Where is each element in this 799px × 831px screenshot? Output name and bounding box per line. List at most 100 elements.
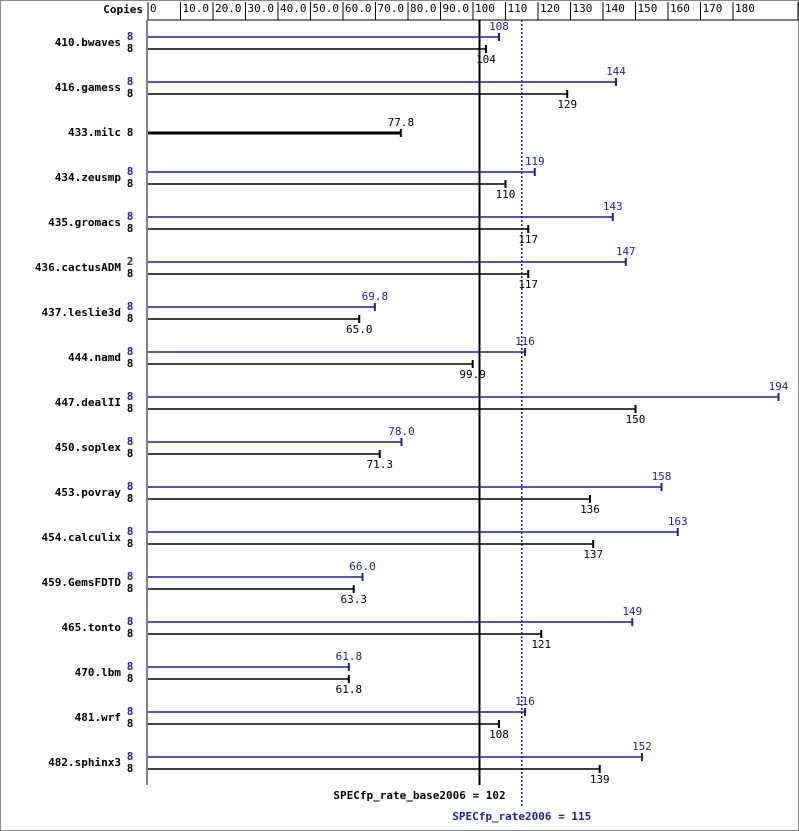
reference-label: SPECfp_rate_base2006 = 102 bbox=[333, 789, 505, 802]
peak-value-label: 149 bbox=[622, 605, 642, 618]
benchmark-label: 459.GemsFDTD bbox=[42, 576, 122, 589]
copies-label: 8 bbox=[127, 210, 134, 223]
copies-label: 8 bbox=[127, 750, 134, 763]
peak-value-label: 194 bbox=[769, 380, 789, 393]
x-tick-label: 20.0 bbox=[215, 2, 242, 15]
copies-label: 8 bbox=[127, 87, 134, 100]
peak-value-label: 144 bbox=[606, 65, 626, 78]
base-value-label: 104 bbox=[476, 53, 496, 66]
peak-value-label: 108 bbox=[489, 20, 509, 33]
peak-value-label: 143 bbox=[603, 200, 623, 213]
benchmark-label: 444.namd bbox=[68, 351, 121, 364]
peak-value-label: 66.0 bbox=[349, 560, 376, 573]
reference-label: SPECfp_rate2006 = 115 bbox=[452, 810, 591, 823]
copies-label: 8 bbox=[127, 435, 134, 448]
x-tick-label: 140 bbox=[605, 2, 625, 15]
base-value-label: 63.3 bbox=[340, 593, 367, 606]
x-tick-label: 150 bbox=[638, 2, 658, 15]
benchmark-label: 435.gromacs bbox=[48, 216, 121, 229]
peak-value-label: 69.8 bbox=[362, 290, 389, 303]
benchmark-label: 410.bwaves bbox=[55, 36, 121, 49]
base-value-label: 136 bbox=[580, 503, 600, 516]
x-tick-label: 50.0 bbox=[313, 2, 340, 15]
peak-value-label: 116 bbox=[515, 695, 535, 708]
x-tick-label: 40.0 bbox=[280, 2, 307, 15]
copies-label: 8 bbox=[127, 300, 134, 313]
copies-label: 8 bbox=[127, 480, 134, 493]
x-tick-label: 30.0 bbox=[248, 2, 275, 15]
peak-value-label: 158 bbox=[652, 470, 672, 483]
base-value-label: 77.8 bbox=[388, 116, 415, 129]
base-value-label: 117 bbox=[518, 233, 538, 246]
peak-value-label: 61.8 bbox=[336, 650, 363, 663]
x-tick-label: 70.0 bbox=[378, 2, 405, 15]
x-tick-label: 130 bbox=[573, 2, 593, 15]
peak-value-label: 152 bbox=[632, 740, 652, 753]
copies-label: 8 bbox=[127, 222, 134, 235]
x-tick-label: 110 bbox=[508, 2, 528, 15]
x-tick-label: 90.0 bbox=[443, 2, 470, 15]
copies-label: 8 bbox=[127, 75, 134, 88]
benchmark-label: 437.leslie3d bbox=[42, 306, 121, 319]
copies-label: 8 bbox=[127, 705, 134, 718]
base-value-label: 129 bbox=[557, 98, 577, 111]
copies-label: 8 bbox=[127, 627, 134, 640]
peak-value-label: 116 bbox=[515, 335, 535, 348]
copies-label: 8 bbox=[127, 672, 134, 685]
x-tick-label: 160 bbox=[670, 2, 690, 15]
base-value-label: 150 bbox=[626, 413, 646, 426]
x-tick-label: 10.0 bbox=[183, 2, 210, 15]
benchmark-label: 482.sphinx3 bbox=[48, 756, 121, 769]
x-tick-label: 170 bbox=[703, 2, 723, 15]
copies-label: 8 bbox=[127, 717, 134, 730]
copies-label: 8 bbox=[127, 615, 134, 628]
peak-value-label: 163 bbox=[668, 515, 688, 528]
copies-label: 8 bbox=[127, 402, 134, 415]
base-value-label: 137 bbox=[583, 548, 603, 561]
benchmark-label: 416.gamess bbox=[55, 81, 121, 94]
benchmark-label: 465.tonto bbox=[61, 621, 121, 634]
copies-label: 8 bbox=[127, 30, 134, 43]
copies-label: 8 bbox=[127, 762, 134, 775]
base-value-label: 139 bbox=[590, 773, 610, 786]
base-value-label: 121 bbox=[531, 638, 551, 651]
copies-label: 8 bbox=[127, 345, 134, 358]
copies-label: 8 bbox=[127, 177, 134, 190]
base-value-label: 61.8 bbox=[336, 683, 363, 696]
copies-label: 8 bbox=[127, 165, 134, 178]
copies-label: 2 bbox=[127, 255, 134, 268]
copies-label: 8 bbox=[127, 537, 134, 550]
copies-header: Copies bbox=[103, 3, 143, 16]
base-value-label: 99.9 bbox=[459, 368, 486, 381]
copies-label: 8 bbox=[127, 357, 134, 370]
benchmark-label: 481.wrf bbox=[75, 711, 121, 724]
copies-label: 8 bbox=[127, 390, 134, 403]
base-value-label: 65.0 bbox=[346, 323, 373, 336]
benchmark-label: 433.milc bbox=[68, 126, 121, 139]
copies-label: 8 bbox=[127, 525, 134, 538]
copies-label: 8 bbox=[127, 492, 134, 505]
peak-value-label: 119 bbox=[525, 155, 545, 168]
x-tick-label: 120 bbox=[540, 2, 560, 15]
x-tick-label: 100 bbox=[475, 2, 495, 15]
benchmark-label: 436.cactusADM bbox=[35, 261, 121, 274]
benchmark-label: 454.calculix bbox=[42, 531, 122, 544]
copies-label: 8 bbox=[127, 42, 134, 55]
benchmark-label: 453.povray bbox=[55, 486, 122, 499]
peak-value-label: 78.0 bbox=[388, 425, 415, 438]
copies-label: 8 bbox=[127, 447, 134, 460]
benchmark-label: 434.zeusmp bbox=[55, 171, 122, 184]
benchmark-label: 450.soplex bbox=[55, 441, 122, 454]
copies-label: 8 bbox=[127, 582, 134, 595]
base-value-label: 71.3 bbox=[366, 458, 393, 471]
copies-label: 8 bbox=[127, 126, 134, 139]
base-value-label: 110 bbox=[496, 188, 516, 201]
x-tick-label: 60.0 bbox=[345, 2, 372, 15]
x-tick-label: 180 bbox=[735, 2, 755, 15]
benchmark-label: 447.dealII bbox=[55, 396, 121, 409]
x-tick-label: 80.0 bbox=[410, 2, 437, 15]
x-tick-label: 0 bbox=[150, 2, 157, 15]
